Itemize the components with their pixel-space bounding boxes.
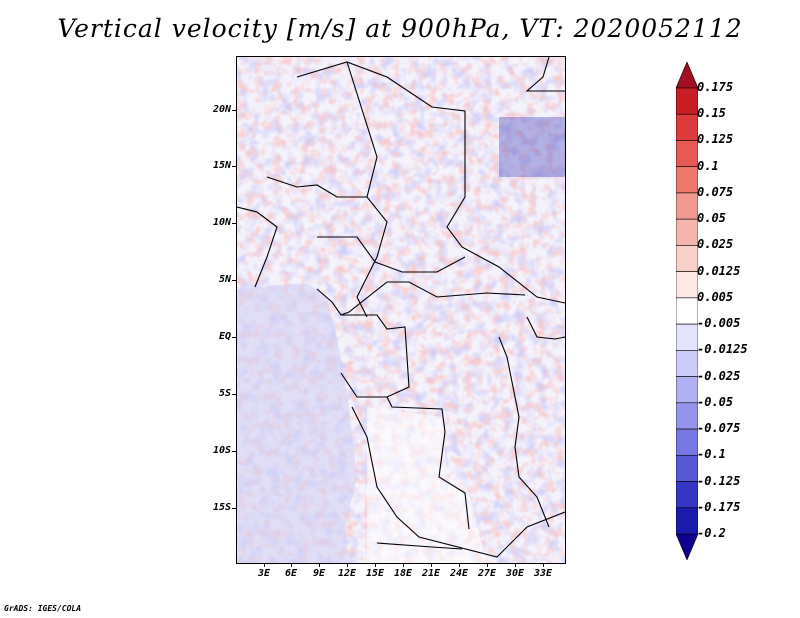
lon-tick <box>459 563 460 567</box>
colorbar-label: 0.005 <box>697 289 734 304</box>
lat-tick <box>232 508 236 509</box>
lat-tick <box>232 110 236 111</box>
colorbar-segment <box>676 87 698 115</box>
lon-tick <box>291 563 292 567</box>
lon-label: 18E <box>393 568 413 579</box>
lat-label: 5N <box>218 274 231 285</box>
colorbar-label: -0.125 <box>697 473 741 488</box>
colorbar-segment <box>676 428 698 456</box>
lon-label: 27E <box>477 568 497 579</box>
colorbar-segment <box>676 140 698 168</box>
colorbar-segment <box>676 166 698 194</box>
colorbar-label: 0.175 <box>697 80 734 94</box>
lon-label: 9E <box>312 568 326 579</box>
colorbar-label: 0.05 <box>697 211 726 226</box>
lon-label: 30E <box>505 568 525 579</box>
lon-tick <box>403 563 404 567</box>
colorbar-label: -0.2 <box>697 526 726 540</box>
lon-label: 3E <box>257 568 271 579</box>
colorbar-segment <box>676 113 698 141</box>
lat-label: EQ <box>218 331 231 342</box>
colorbar-label: -0.005 <box>697 316 741 331</box>
colorbar-segment <box>676 62 698 89</box>
colorbar-label: 0.1 <box>697 158 719 173</box>
lon-tick <box>319 563 320 567</box>
velocity-field <box>237 57 565 563</box>
lon-label: 24E <box>449 568 469 579</box>
colorbar-segment <box>676 481 698 509</box>
lat-label: 20N <box>212 104 231 115</box>
colorbar-label: -0.1 <box>697 447 726 462</box>
colorbar-label: 0.0125 <box>697 263 741 278</box>
lon-tick <box>264 563 265 567</box>
lon-tick <box>487 563 488 567</box>
lat-tick <box>232 166 236 167</box>
colorbar-segment <box>676 245 698 272</box>
lat-tick <box>232 280 236 281</box>
colorbar-label: -0.05 <box>697 394 734 409</box>
lat-tick <box>232 223 236 224</box>
lon-tick <box>375 563 376 567</box>
colorbar-segment <box>676 323 698 351</box>
colorbar-segment <box>676 297 698 325</box>
lat-label: 15N <box>212 160 231 171</box>
lat-label: 10S <box>212 445 231 456</box>
lon-label: 33E <box>533 568 553 579</box>
lon-label: 6E <box>284 568 298 579</box>
footer-credit: GrADS: IGES/COLA <box>4 604 82 613</box>
lon-label: 21E <box>421 568 441 579</box>
colorbar-label: 0.075 <box>697 184 734 199</box>
lon-label: 12E <box>337 568 357 579</box>
colorbar-segment <box>676 350 698 377</box>
colorbar-label: 0.15 <box>697 106 726 121</box>
colorbar-segment <box>676 218 698 246</box>
lon-tick <box>347 563 348 567</box>
colorbar-label: -0.025 <box>697 368 741 383</box>
lat-label: 10N <box>212 217 231 228</box>
colorbar-segment <box>676 507 698 535</box>
colorbar-label: 0.025 <box>697 237 734 252</box>
colorbar-segment <box>676 192 698 220</box>
map-plot-area <box>236 56 566 564</box>
lat-label: 5S <box>218 388 231 399</box>
lat-tick <box>232 394 236 395</box>
colorbar-label: -0.075 <box>697 421 741 436</box>
map-title: Vertical velocity [m/s] at 900hPa, VT: 2… <box>57 14 743 43</box>
lat-tick <box>232 451 236 452</box>
colorbar-label: 0.125 <box>697 132 734 147</box>
lon-tick <box>543 563 544 567</box>
lat-label: 15S <box>212 502 231 513</box>
colorbar-segment <box>676 376 698 404</box>
colorbar-segment <box>676 454 698 482</box>
lat-tick <box>232 337 236 338</box>
colorbar <box>676 62 698 560</box>
lon-tick <box>431 563 432 567</box>
colorbar-label: -0.0125 <box>697 342 748 357</box>
lon-tick <box>515 563 516 567</box>
colorbar-segment <box>676 271 698 299</box>
colorbar-segment <box>676 402 698 430</box>
colorbar-segment <box>676 533 698 560</box>
lon-label: 15E <box>365 568 385 579</box>
colorbar-label: -0.175 <box>697 499 741 514</box>
